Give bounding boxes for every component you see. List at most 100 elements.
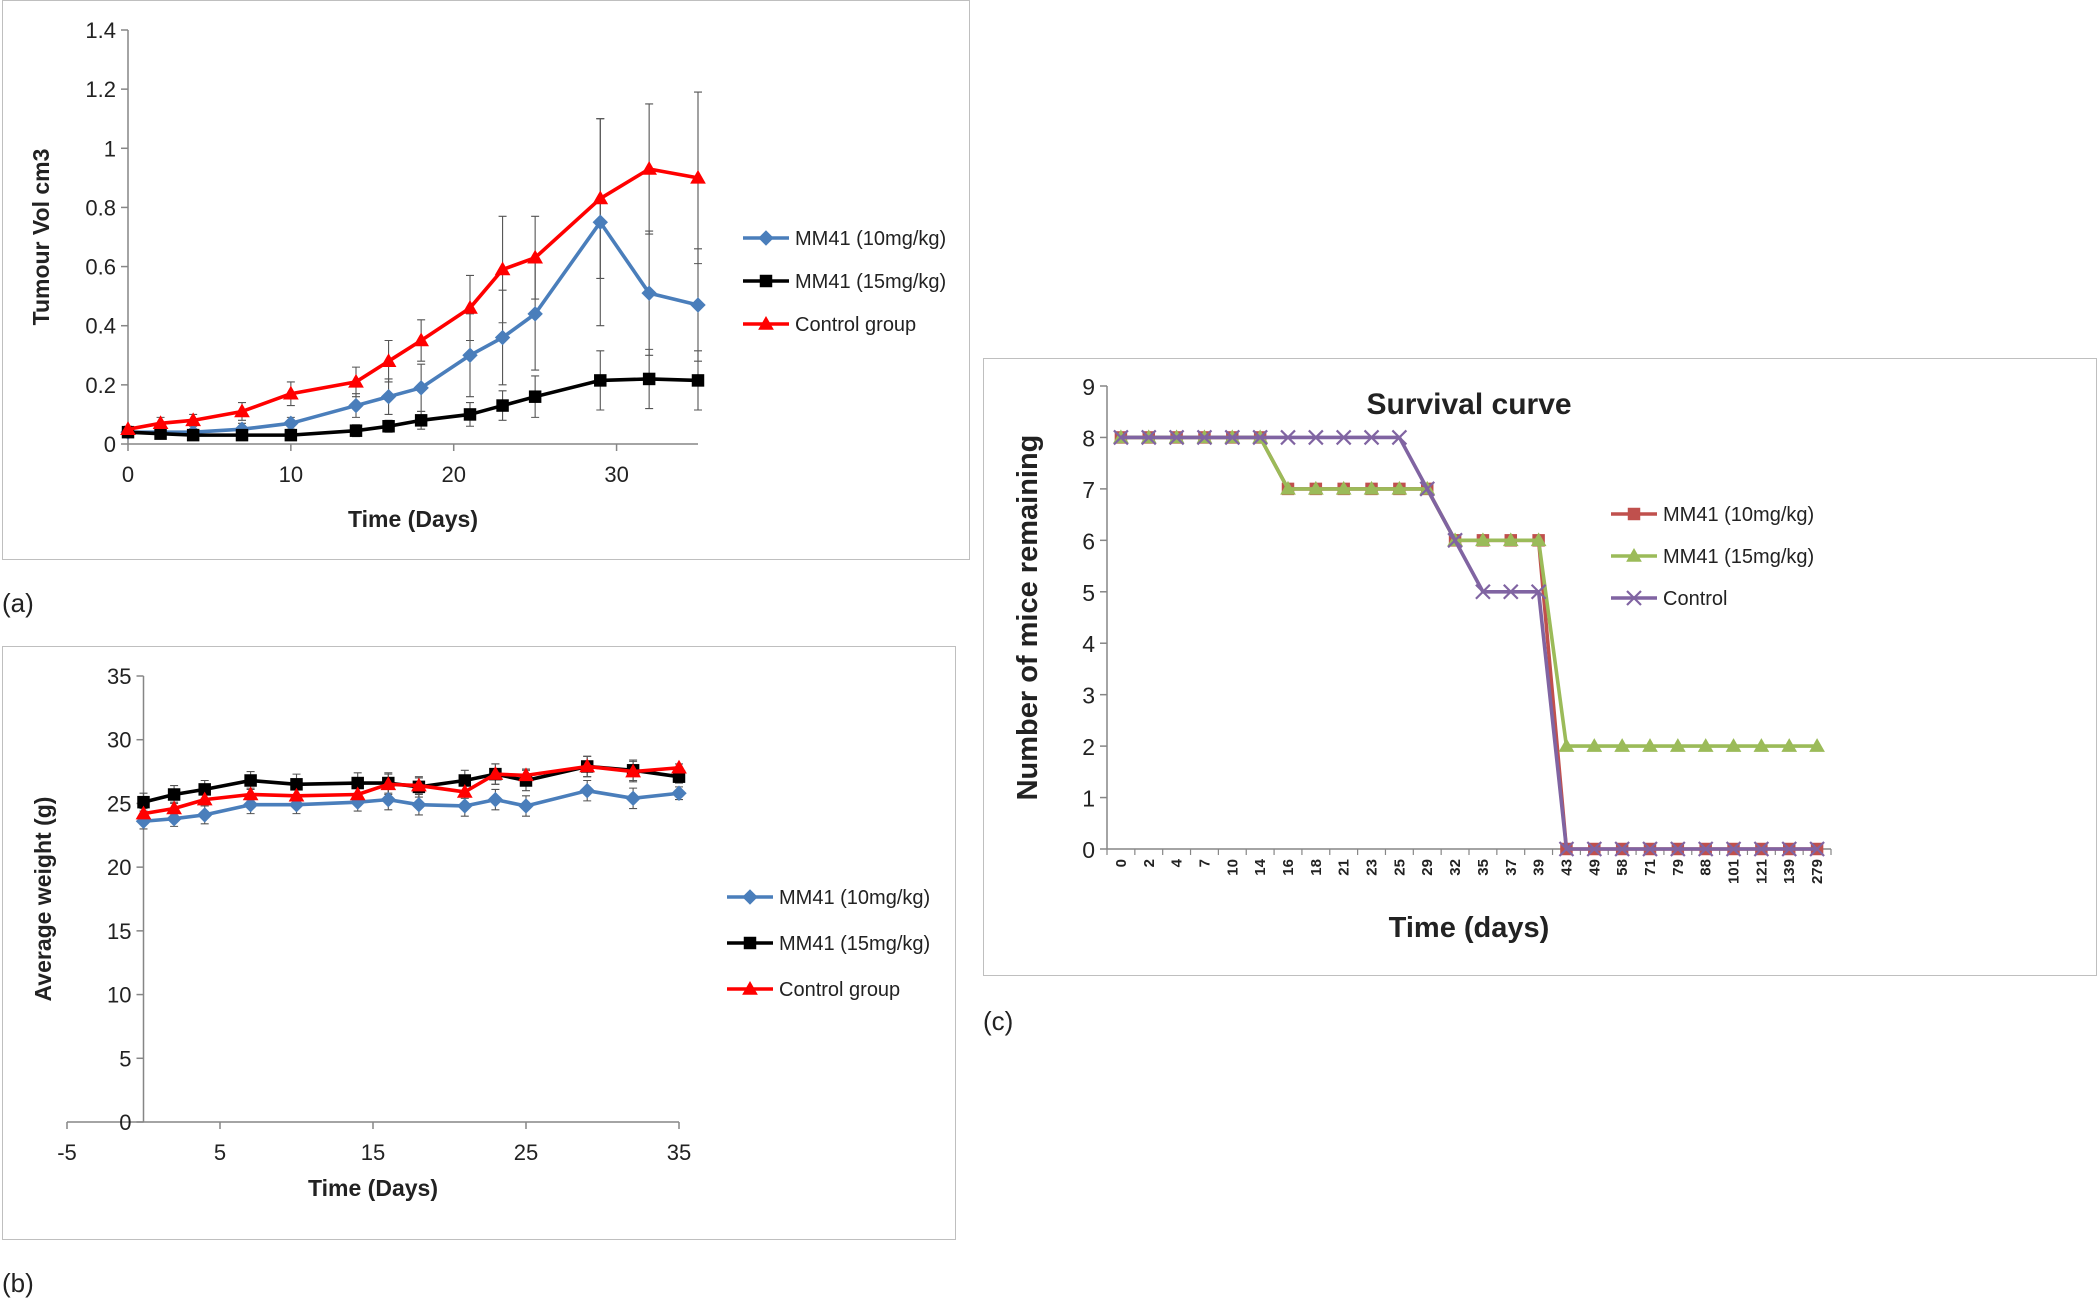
- x-tick-label: 10: [1224, 859, 1241, 876]
- data-point-control: [1447, 532, 1463, 549]
- panel-label-a: (a): [2, 588, 34, 618]
- y-tick-label: 3: [1082, 683, 1095, 709]
- y-tick-label: 0.4: [85, 314, 116, 339]
- y-tick-label: 10: [107, 983, 131, 1008]
- data-point-control-group: [527, 249, 544, 264]
- data-point-control: [1558, 841, 1575, 857]
- series-line-control-group: [127, 167, 699, 431]
- series-line-control-group: [143, 764, 680, 816]
- series-line-mm41-15mg-kg: [127, 377, 699, 437]
- data-point-control-group: [196, 791, 213, 806]
- series-line-mm41-10mg-kg: [128, 220, 699, 434]
- data-point-control-group: [413, 332, 430, 347]
- data-point-control-group: [380, 776, 397, 791]
- y-axis-label: Tumour Vol cm3: [28, 149, 54, 326]
- y-tick-label: 0: [1082, 837, 1095, 863]
- y-tick-label: 6: [1082, 528, 1095, 554]
- data-point-mm41-15mg-kg: [154, 427, 167, 440]
- y-tick-label: 1: [1082, 786, 1095, 812]
- data-point-control-group: [234, 403, 250, 418]
- data-point-control: [1196, 429, 1213, 446]
- data-point-mm41-15mg-kg: [1307, 480, 1324, 495]
- y-tick-label: 0.6: [85, 255, 116, 280]
- legend-marker: [759, 274, 773, 288]
- x-tick-label: 16: [1280, 859, 1297, 876]
- y-tick-label: 25: [107, 791, 131, 816]
- data-point-mm41-15mg-kg: [1280, 480, 1296, 495]
- data-point-mm41-15mg-kg: [1642, 738, 1658, 752]
- y-tick-label: 0: [104, 432, 116, 457]
- data-point-mm41-15mg-kg: [1697, 738, 1714, 752]
- x-tick-label: 23: [1364, 859, 1381, 876]
- y-tick-label: 1.2: [85, 77, 116, 102]
- data-point-control-group: [135, 805, 152, 820]
- data-point-control-group: [494, 261, 511, 276]
- data-point-mm41-10mg-kg: [413, 380, 429, 396]
- data-point-mm41-15mg-kg: [1335, 480, 1352, 495]
- data-point-mm41-15mg-kg: [1753, 738, 1770, 752]
- data-point-mm41-15mg-kg: [414, 414, 428, 427]
- y-axis-label: Average weight (g): [30, 797, 56, 1002]
- x-tick-label: 10: [279, 462, 303, 487]
- x-axis-label: Time (days): [1389, 912, 1550, 944]
- data-point-mm41-15mg-kg: [1669, 738, 1686, 752]
- data-point-control: [1502, 584, 1519, 600]
- data-point-control: [1419, 481, 1436, 497]
- data-point-mm41-15mg-kg: [1809, 738, 1825, 752]
- data-point-mm41-15mg-kg: [1475, 532, 1491, 547]
- data-point-mm41-15mg-kg: [167, 788, 181, 801]
- legend-label: Control group: [795, 314, 916, 336]
- panel-label-b: (b): [2, 1268, 34, 1298]
- data-point-control: [1781, 841, 1798, 857]
- x-tick-label: 20: [441, 462, 465, 487]
- data-point-control-group: [456, 783, 473, 798]
- x-tick-label: 25: [514, 1140, 538, 1165]
- data-point-control-group: [185, 412, 202, 427]
- x-tick-label: 0: [1113, 859, 1130, 867]
- data-point-control-group: [282, 385, 299, 400]
- chart-title: Survival curve: [1366, 388, 1571, 421]
- x-tick-label: 43: [1558, 859, 1575, 876]
- x-tick-label: 21: [1336, 859, 1353, 876]
- y-tick-label: 8: [1082, 425, 1095, 451]
- data-point-mm41-10mg-kg: [457, 798, 473, 814]
- data-point-control: [1753, 841, 1770, 857]
- data-point-mm41-15mg-kg: [1725, 738, 1742, 752]
- series-line-mm41-10mg-kg: [1120, 435, 1818, 851]
- data-point-mm41-10mg-kg: [348, 397, 364, 414]
- y-tick-label: 1.4: [85, 18, 116, 43]
- x-tick-label: -5: [57, 1140, 77, 1165]
- chart-b: 0 5 10 15 20 25 30 35 -5 5 15 25 35 Time (Days) Averag…: [30, 664, 930, 1201]
- legend-marker: [758, 315, 774, 330]
- x-tick-label: 58: [1614, 859, 1631, 876]
- x-tick-label: 14: [1252, 858, 1269, 875]
- series-line-control: [1120, 435, 1818, 851]
- x-tick-label: 15: [361, 1140, 385, 1165]
- data-point-mm41-10mg-kg: [462, 347, 478, 363]
- data-point-control-group: [579, 758, 596, 773]
- data-point-mm41-10mg-kg: [487, 791, 504, 808]
- legend-marker: [758, 230, 774, 246]
- data-point-mm41-10mg-kg: [166, 811, 182, 827]
- y-tick-label: 0: [119, 1110, 131, 1135]
- data-point-control: [1252, 429, 1268, 446]
- data-point-control: [1308, 429, 1324, 446]
- legend-label: MM41 (15mg/kg): [795, 271, 946, 293]
- data-point-control-group: [487, 766, 504, 780]
- data-point-control-group: [671, 759, 687, 774]
- x-tick-label: 5: [214, 1140, 226, 1165]
- data-point-control-group: [152, 415, 169, 430]
- data-point-mm41-15mg-kg: [1530, 532, 1547, 547]
- chart-a-panel: 0 0.2 0.4 0.6 0.8 1 1.2 1.4 0 10 20 30 Time (Days) Tu…: [2, 0, 970, 560]
- data-point-mm41-15mg-kg: [691, 374, 705, 387]
- data-point-mm41-15mg-kg: [284, 428, 298, 442]
- data-point-control-group: [462, 299, 478, 314]
- data-point-control-group: [411, 777, 427, 792]
- data-point-mm41-10mg-kg: [592, 214, 608, 230]
- data-point-control: [1168, 429, 1185, 446]
- x-tick-label: 18: [1308, 859, 1325, 876]
- data-point-mm41-10mg-kg: [518, 798, 534, 814]
- data-point-control: [1697, 841, 1714, 857]
- y-tick-label: 35: [107, 664, 131, 689]
- x-tick-label: 121: [1753, 859, 1770, 884]
